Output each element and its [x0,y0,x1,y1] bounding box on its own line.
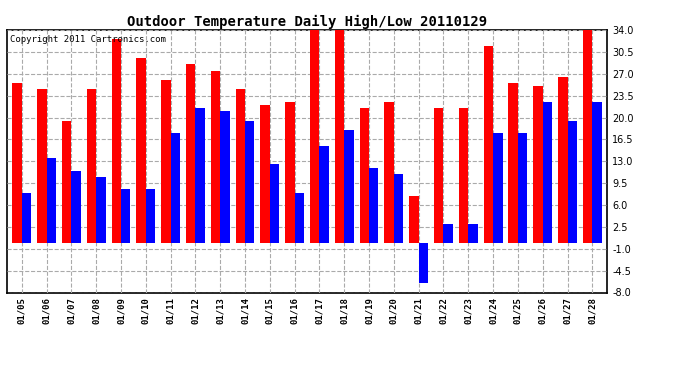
Bar [137,58,146,243]
Bar [112,39,121,243]
Bar [285,102,295,243]
Bar [245,121,255,243]
Bar [434,108,444,243]
Bar [186,64,195,243]
Bar [195,108,205,243]
Bar [295,192,304,243]
Bar [533,86,543,243]
Bar [509,83,518,243]
Bar [558,77,567,243]
Bar [270,164,279,243]
Bar [319,146,329,243]
Bar [344,130,354,243]
Bar [37,89,47,243]
Bar [121,189,130,243]
Bar [543,102,552,243]
Bar [12,83,22,243]
Bar [47,158,56,243]
Title: Outdoor Temperature Daily High/Low 20110129: Outdoor Temperature Daily High/Low 20110… [127,15,487,29]
Bar [62,121,71,243]
Bar [161,80,170,243]
Bar [384,102,394,243]
Bar [96,177,106,243]
Bar [335,30,344,243]
Bar [394,174,403,243]
Bar [211,70,220,243]
Bar [567,121,577,243]
Bar [310,30,319,243]
Bar [359,108,369,243]
Bar [235,89,245,243]
Bar [87,89,96,243]
Bar [459,108,469,243]
Bar [518,133,527,243]
Bar [170,133,180,243]
Bar [444,224,453,243]
Bar [484,46,493,243]
Bar [71,171,81,243]
Bar [493,133,502,243]
Bar [419,243,428,283]
Bar [146,189,155,243]
Bar [22,192,31,243]
Bar [592,102,602,243]
Bar [469,224,477,243]
Bar [583,30,592,243]
Bar [220,111,230,243]
Bar [409,196,419,243]
Bar [260,105,270,243]
Text: Copyright 2011 Cartronics.com: Copyright 2011 Cartronics.com [10,35,166,44]
Bar [369,168,379,243]
